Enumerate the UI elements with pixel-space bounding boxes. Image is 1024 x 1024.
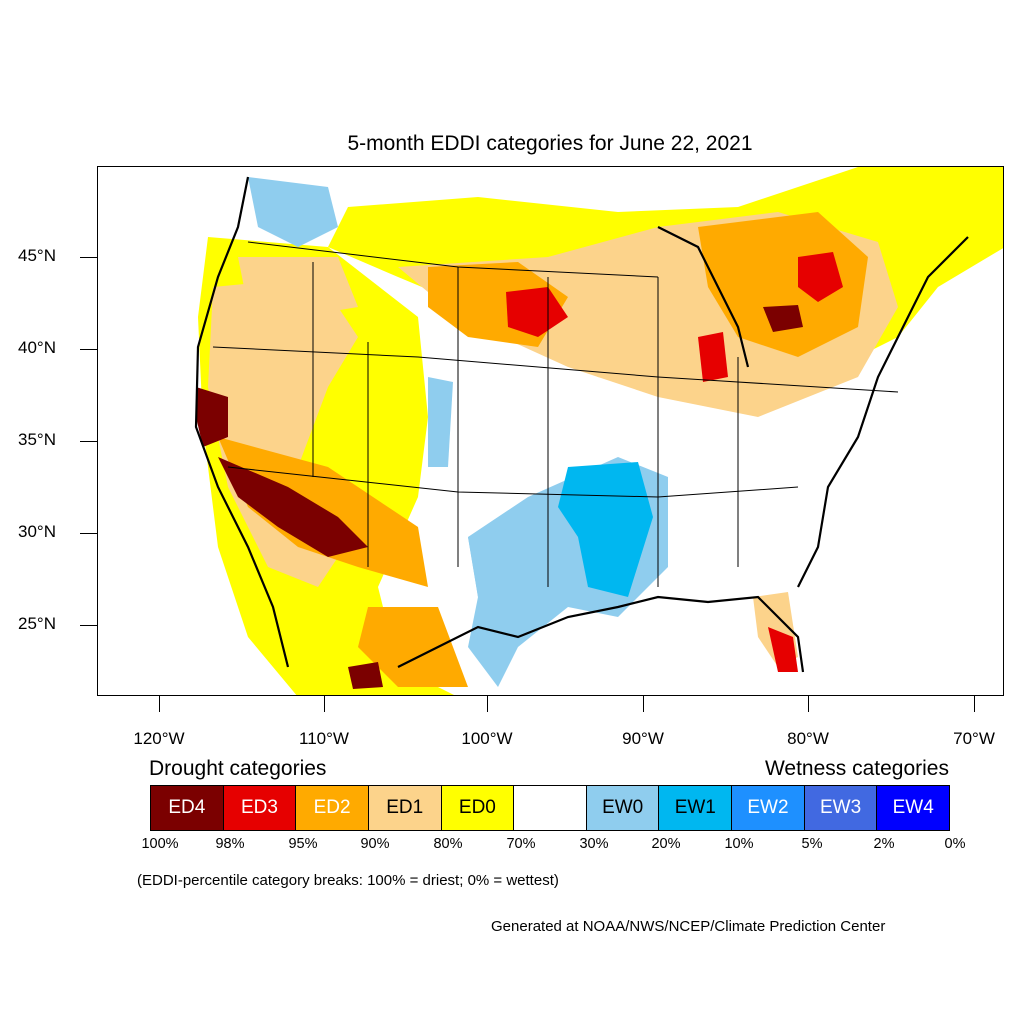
break-label: 10% bbox=[724, 836, 754, 852]
coastlines bbox=[194, 176, 969, 673]
credit-line: Generated at NOAA/NWS/NCEP/Climate Predi… bbox=[491, 918, 886, 935]
latitude-label-35n: 35°N bbox=[18, 430, 56, 449]
region-california-ed4 bbox=[196, 387, 228, 447]
eddi-map bbox=[194, 167, 1003, 695]
longitude-label-80w: 80°W bbox=[787, 729, 829, 748]
region-ontario-ed4 bbox=[763, 305, 803, 332]
longitude-label-120w: 120°W bbox=[133, 729, 185, 748]
longitude-tick bbox=[324, 696, 325, 712]
latitude-label-30n: 30°N bbox=[18, 522, 56, 541]
break-label: 90% bbox=[360, 836, 390, 852]
break-label: 95% bbox=[288, 836, 318, 852]
longitude-tick bbox=[974, 696, 975, 712]
latitude-label-45n: 45°N bbox=[18, 246, 56, 265]
region-florida-ed3 bbox=[768, 627, 798, 672]
latitude-tick bbox=[80, 533, 97, 534]
region-ny-ed3 bbox=[798, 252, 843, 302]
longitude-tick bbox=[808, 696, 809, 712]
legend-swatch-ew2: EW2 bbox=[732, 786, 805, 830]
region-colorado-ew0 bbox=[428, 377, 453, 467]
latitude-tick bbox=[80, 349, 97, 350]
legend-swatch-neutral bbox=[514, 786, 587, 830]
break-label: 100% bbox=[141, 836, 179, 852]
longitude-label-70w: 70°W bbox=[953, 729, 995, 748]
region-nw-ew0 bbox=[248, 177, 338, 247]
state-boundaries bbox=[212, 241, 899, 587]
longitude-tick bbox=[159, 696, 160, 712]
region-new-mexico-ed2 bbox=[358, 607, 468, 687]
region-arkansas-ew1 bbox=[558, 462, 653, 597]
category-breaks-note: (EDDI-percentile category breaks: 100% =… bbox=[137, 872, 559, 889]
longitude-label-90w: 90°W bbox=[622, 729, 664, 748]
legend-swatch-ed1: ED1 bbox=[368, 786, 442, 830]
latitude-tick bbox=[80, 441, 97, 442]
region-southwest-ed4 bbox=[218, 457, 368, 557]
legend-colorbar: ED4 ED3 ED2 ED1 ED0 EW0 EW1 EW2 EW3 EW4 bbox=[150, 785, 950, 831]
latitude-label-25n: 25°N bbox=[18, 614, 56, 633]
region-texas-ew0 bbox=[468, 527, 538, 607]
legend-swatch-ed0: ED0 bbox=[441, 786, 515, 830]
break-label: 5% bbox=[801, 836, 823, 852]
legend-swatch-ew0: EW0 bbox=[586, 786, 660, 830]
region-dakotas-ed3 bbox=[506, 287, 568, 337]
break-label: 20% bbox=[651, 836, 681, 852]
region-michigan-ed3 bbox=[698, 332, 728, 382]
region-pacific-nw-ed1 bbox=[238, 257, 358, 317]
region-baja-ed4 bbox=[348, 662, 383, 689]
break-label: 30% bbox=[579, 836, 609, 852]
latitude-label-40n: 40°N bbox=[18, 338, 56, 357]
legend-swatch-ew3: EW3 bbox=[804, 786, 878, 830]
drought-heading: Drought categories bbox=[149, 757, 327, 780]
legend-swatch-ed2: ED2 bbox=[296, 786, 369, 830]
longitude-tick bbox=[487, 696, 488, 712]
wetness-heading: Wetness categories bbox=[764, 757, 949, 780]
longitude-label-110w: 110°W bbox=[299, 729, 349, 748]
break-label: 98% bbox=[215, 836, 245, 852]
legend-swatch-ew4: EW4 bbox=[877, 786, 950, 830]
map-panel bbox=[97, 166, 1004, 696]
break-label: 70% bbox=[506, 836, 536, 852]
latitude-tick bbox=[80, 625, 97, 626]
longitude-label-100w: 100°W bbox=[461, 729, 513, 748]
legend-swatch-ed3: ED3 bbox=[223, 786, 297, 830]
legend-swatch-ed4: ED4 bbox=[151, 786, 224, 830]
legend-swatch-ew1: EW1 bbox=[659, 786, 733, 830]
break-label: 2% bbox=[873, 836, 895, 852]
map-title: 5-month EDDI categories for June 22, 202… bbox=[347, 132, 753, 155]
region-east-ed2 bbox=[698, 212, 868, 357]
break-label: 0% bbox=[944, 836, 966, 852]
break-label: 80% bbox=[433, 836, 463, 852]
latitude-tick bbox=[80, 257, 97, 258]
longitude-tick bbox=[643, 696, 644, 712]
